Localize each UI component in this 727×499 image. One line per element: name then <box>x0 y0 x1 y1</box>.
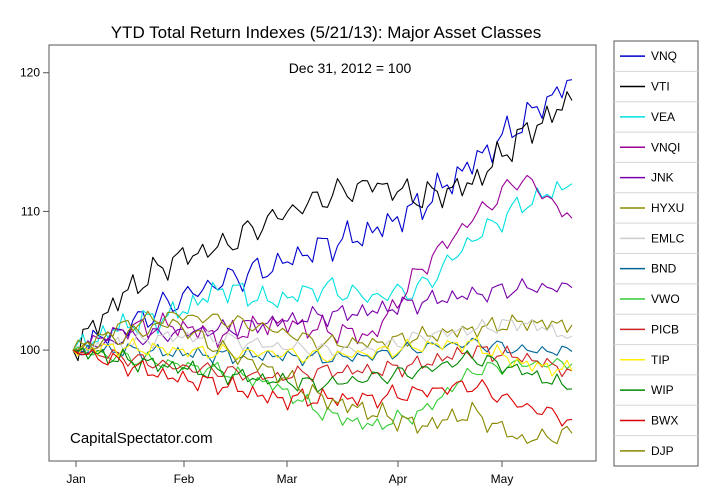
series-line-vti <box>72 91 573 362</box>
x-tick-label-may: May <box>491 472 514 486</box>
x-axis: Jan Feb Mar Apr May <box>66 461 513 486</box>
plot-frame <box>48 44 597 462</box>
legend-label-vwo: VWO <box>651 292 680 306</box>
legend: VNQ VTI VEA VNQI JNK HYXU EMLC BND VWO PICB TIP WIP… <box>614 49 698 458</box>
y-axis: 100 110 120 <box>20 66 49 357</box>
baseline-annotation: Dec 31, 2012 = 100 <box>289 60 412 76</box>
y-tick-label-120: 120 <box>20 66 40 80</box>
legend-label-vea: VEA <box>651 110 675 124</box>
series-line-vnqi <box>72 174 573 353</box>
x-tick-label-feb: Feb <box>174 472 195 486</box>
legend-label-hyxu: HYXU <box>651 201 684 215</box>
series-line-vea <box>72 181 573 352</box>
series-line-bwx <box>72 348 573 427</box>
legend-label-wip: WIP <box>651 383 674 397</box>
legend-label-emlc: EMLC <box>651 231 685 245</box>
legend-label-bwx: BWX <box>651 413 678 427</box>
legend-label-bnd: BND <box>651 262 677 276</box>
series-line-tip <box>72 336 573 377</box>
series-line-vnq <box>72 79 573 356</box>
series-line-emlc <box>72 318 573 357</box>
legend-label-vnqi: VNQI <box>651 140 680 154</box>
chart-title: YTD Total Return Indexes (5/21/13): Majo… <box>111 23 542 42</box>
legend-label-picb: PICB <box>651 322 679 336</box>
y-tick-label-110: 110 <box>21 204 40 218</box>
x-tick-label-apr: Apr <box>389 472 408 486</box>
watermark-text: CapitalSpectator.com <box>70 430 213 447</box>
series-line-hyxu <box>72 310 573 351</box>
series-line-wip <box>72 347 573 393</box>
series-line-vwo <box>72 346 573 430</box>
x-tick-label-mar: Mar <box>277 472 298 486</box>
series-line-jnk <box>72 278 573 355</box>
legend-label-vti: VTI <box>651 80 670 94</box>
series-lines <box>72 79 573 445</box>
legend-label-jnk: JNK <box>651 171 674 185</box>
legend-label-vnq: VNQ <box>651 49 677 63</box>
x-tick-label-jan: Jan <box>66 472 85 486</box>
y-tick-label-100: 100 <box>20 343 40 357</box>
legend-label-tip: TIP <box>651 353 670 367</box>
legend-label-djp: DJP <box>651 444 674 458</box>
series-line-djp <box>72 318 573 445</box>
series-line-picb <box>72 345 573 382</box>
